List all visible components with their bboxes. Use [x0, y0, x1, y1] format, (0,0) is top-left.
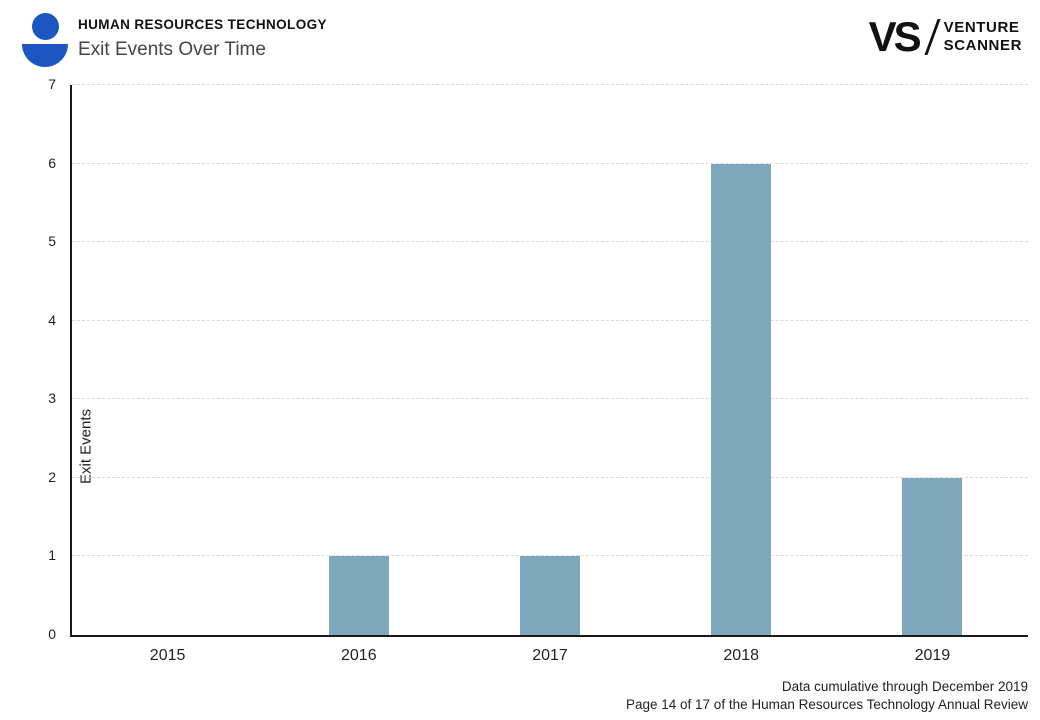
- gridline-y2: [72, 476, 1028, 478]
- gridline-y7: [72, 84, 1028, 85]
- header: HUMAN RESOURCES TECHNOLOGY Exit Events O…: [78, 17, 327, 61]
- gridline-y6: [72, 162, 1028, 164]
- y-tick-label-7: 7: [48, 76, 56, 92]
- person-icon-head: [31, 13, 59, 40]
- bar-2016: [328, 556, 389, 635]
- logo-name: VENTURE SCANNER: [944, 19, 1022, 55]
- gridline-y3: [72, 398, 1028, 400]
- gridline-y1: [72, 555, 1028, 557]
- logo-name-line2: SCANNER: [943, 37, 1022, 54]
- bar-2018: [711, 163, 772, 635]
- person-icon-body: [22, 44, 68, 67]
- venture-scanner-logo: VS VENTURE SCANNER: [869, 16, 1022, 58]
- y-tick-label-5: 5: [48, 233, 56, 250]
- y-axis-title: Exit Events: [77, 408, 95, 485]
- gridline-y5: [72, 241, 1028, 243]
- gridline-y4: [72, 319, 1028, 321]
- y-tick-label-1: 1: [48, 547, 56, 564]
- x-tick-label-2018: 2018: [723, 647, 759, 664]
- y-tick-label-4: 4: [48, 311, 56, 328]
- category-title: HUMAN RESOURCES TECHNOLOGY: [78, 17, 327, 32]
- x-tick-label-2016: 2016: [341, 647, 377, 664]
- vs-monogram: VS: [868, 13, 922, 60]
- y-tick-label-6: 6: [48, 154, 56, 171]
- x-tick-label-2015: 2015: [149, 647, 186, 664]
- bar-2017: [520, 556, 580, 635]
- page-title: Exit Events Over Time: [78, 39, 266, 60]
- person-icon: [22, 13, 68, 67]
- footer: Data cumulative through December 2019 Pa…: [626, 678, 1028, 714]
- y-tick-label-0: 0: [48, 626, 56, 642]
- x-tick-label-2019: 2019: [914, 647, 951, 664]
- x-tick-label-2017: 2017: [532, 647, 568, 664]
- logo-name-line1: VENTURE: [943, 19, 1020, 36]
- footer-line2: Page 14 of 17 of the Human Resources Tec…: [625, 697, 1028, 712]
- slash-icon: [924, 19, 941, 55]
- y-tick-label-2: 2: [48, 468, 56, 485]
- footer-line1: Data cumulative through December 2019: [781, 679, 1028, 694]
- y-tick-label-3: 3: [48, 390, 56, 407]
- bar-2019: [902, 477, 963, 635]
- plot-area: Exit Events 0 1 2 3 4 5 6 7 2015 2016 2017 2018 2019: [48, 76, 1028, 664]
